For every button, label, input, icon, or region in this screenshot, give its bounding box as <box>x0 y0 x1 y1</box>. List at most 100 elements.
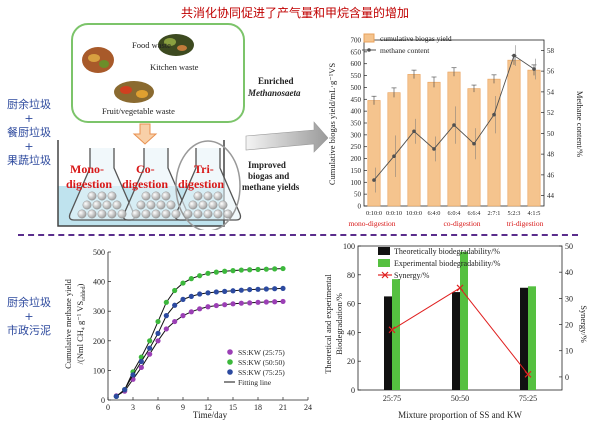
y-tick-label: 250 <box>351 143 362 151</box>
methane-yield-chart: 0 3 6 9 12 15 18 21 24 0 100 200 300 400 500 SS:KW (25… <box>63 248 312 420</box>
food-waste-photo-detail <box>99 60 109 68</box>
side-bottom-line: 市政污泥 <box>7 324 51 337</box>
x-tick-label: 3 <box>131 403 135 412</box>
granule <box>203 209 213 219</box>
biogas-bar <box>527 69 541 207</box>
legend-line-marker <box>367 48 371 52</box>
methane-yield-point <box>155 330 161 336</box>
y-tick-label: 450 <box>351 96 362 104</box>
x-tick-label: 21 <box>279 403 287 412</box>
y-tick-label: 300 <box>93 307 105 316</box>
y2-tick-label: 20 <box>565 321 573 330</box>
y-tick-label: 500 <box>93 248 105 257</box>
biodegradability-chart: 0 20 40 60 80 100 0 10 20 30 40 50 25:75 50:50 75:25 T… <box>323 242 588 420</box>
methane-yield-point <box>222 302 228 308</box>
biogas-chart: 0 50 100 150 200 250 300 350 400 450 500 550 600 650 7… <box>327 33 584 228</box>
granule <box>208 200 218 210</box>
food-waste-photo-detail <box>88 54 100 62</box>
granule <box>107 209 117 219</box>
methane-yield-point <box>280 285 286 292</box>
granule <box>141 209 151 219</box>
methane-point <box>392 154 396 158</box>
x-tick-label: 0 <box>106 403 110 412</box>
granule <box>131 209 141 219</box>
biogas-bar <box>387 92 401 207</box>
category-label: 0:10:0 <box>366 210 382 217</box>
side-label-top: 厨余垃圾 + 餐厨垃圾 + 果蔬垃圾 <box>2 98 56 168</box>
methane-yield-point <box>122 387 128 393</box>
methane-yield-point <box>205 290 211 296</box>
granule <box>218 200 228 210</box>
granule <box>117 209 127 219</box>
methane-yield-point <box>280 298 286 305</box>
methane-yield-point <box>188 293 194 299</box>
legend-bar-swatch <box>363 33 375 43</box>
methane-yield-point <box>263 266 269 272</box>
mono-label: Mono- <box>70 162 104 176</box>
methane-yield-point <box>172 287 178 294</box>
granule <box>161 191 171 201</box>
theoretical-bar <box>452 292 460 390</box>
y-tick-label: 50 <box>354 191 362 199</box>
methane-yield-point <box>255 286 261 292</box>
granule <box>193 209 203 219</box>
group-label-mono: mono-digestion <box>348 219 395 228</box>
synergy-point <box>524 370 532 378</box>
methane-point <box>532 67 536 71</box>
methane-yield-point <box>205 304 211 310</box>
y2-tick-label: 50 <box>547 130 555 138</box>
methane-yield-point <box>138 364 144 371</box>
methane-point <box>492 112 496 117</box>
methane-yield-axes: 0 3 6 9 12 15 18 21 24 0 100 200 300 400 500 <box>93 248 312 412</box>
methane-yield-point <box>222 288 228 294</box>
x-tick-label: 25:75 <box>383 394 401 403</box>
methane-yield-point <box>138 354 144 360</box>
granule <box>97 209 107 219</box>
granule <box>213 191 223 201</box>
category-label: 5:2:3 <box>508 210 521 217</box>
legend-synergy-marker <box>381 271 389 279</box>
y2-tick-label: 44 <box>547 192 555 200</box>
methane-yield-point <box>155 338 161 344</box>
granule <box>193 191 203 201</box>
side-bottom-line: + <box>24 310 34 323</box>
category-label: 10:0:0 <box>406 210 422 217</box>
granule <box>92 200 102 210</box>
biogas-bar <box>507 59 521 207</box>
ylabel-sub: added <box>81 287 87 301</box>
y-tick-label: 100 <box>343 242 355 251</box>
methane-yield-point <box>172 302 178 308</box>
granule <box>107 191 117 201</box>
y-tick-label: 60 <box>347 300 355 309</box>
y-tick-label: 400 <box>351 108 362 116</box>
legend-experimental-swatch <box>378 259 390 267</box>
y-tick-label: 80 <box>347 271 355 280</box>
biodegradability-legend: Theoretically biodegradability/% Experim… <box>378 247 501 280</box>
granule <box>112 200 122 210</box>
biogas-bar <box>487 78 501 207</box>
methane-yield-point <box>255 266 261 273</box>
granule <box>146 200 156 210</box>
group-label-co: co-digestion <box>443 219 480 228</box>
granule <box>213 209 223 219</box>
improved-label: Improved <box>248 160 286 170</box>
side-top-line: + <box>24 140 34 153</box>
y-tick-label: 0 <box>358 203 362 211</box>
granule <box>102 200 112 210</box>
side-top-line: 厨余垃圾 <box>7 98 51 111</box>
y-tick-label: 100 <box>93 366 105 375</box>
granule <box>166 200 176 210</box>
experimental-bar <box>460 251 468 390</box>
theoretical-bar <box>384 296 392 390</box>
legend-bar-label: cumulative biogas yield <box>380 34 452 43</box>
methane-yield-point <box>163 299 169 305</box>
y2-tick-label: 52 <box>547 109 555 117</box>
methanosaeta-label: Methanosaeta <box>247 88 301 98</box>
x-tick-label: 75:25 <box>519 394 537 403</box>
granule <box>151 209 161 219</box>
methane-yield-ylabel-2: /(Nml CH₄ g⁻¹ VSadded) <box>75 284 87 365</box>
group-label-tri: tri-digestion <box>507 219 544 228</box>
methane-yield-point <box>280 265 286 272</box>
section-divider <box>18 234 578 236</box>
enriched-label: Enriched <box>258 76 294 86</box>
